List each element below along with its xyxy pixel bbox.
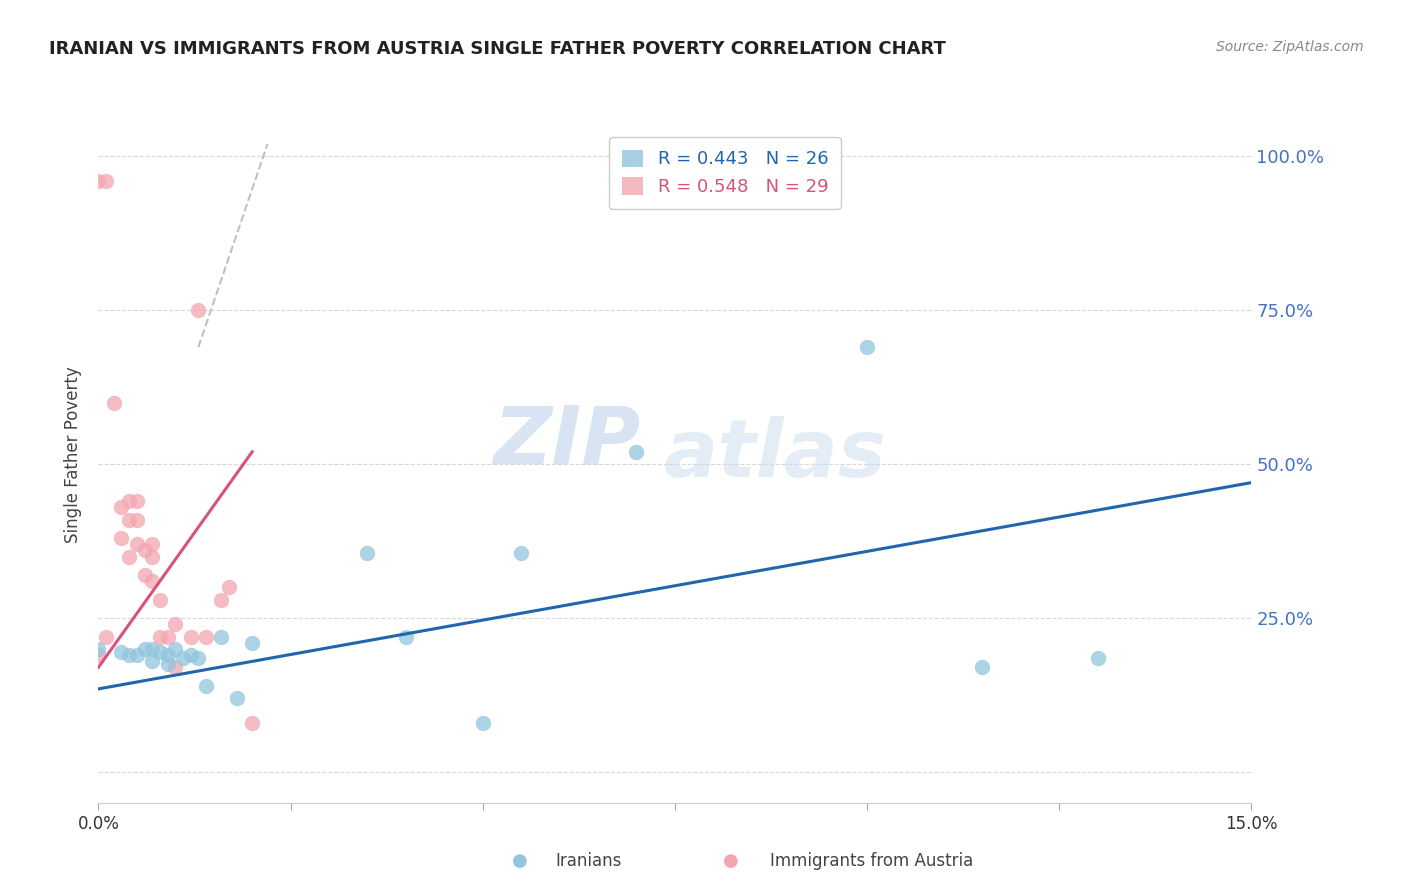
Point bbox=[510, 546, 533, 560]
Point bbox=[240, 636, 263, 650]
Point bbox=[165, 617, 187, 632]
Point bbox=[118, 512, 141, 526]
Point bbox=[134, 568, 156, 582]
Text: Immigrants from Austria: Immigrants from Austria bbox=[770, 852, 974, 870]
Point bbox=[187, 651, 209, 665]
Point bbox=[165, 660, 187, 674]
Point bbox=[149, 592, 172, 607]
Point bbox=[118, 648, 141, 662]
Point bbox=[125, 537, 148, 551]
Point bbox=[87, 174, 110, 188]
Point bbox=[103, 395, 125, 409]
Point bbox=[141, 537, 163, 551]
Point bbox=[141, 641, 163, 656]
Legend: R = 0.443   N = 26, R = 0.548   N = 29: R = 0.443 N = 26, R = 0.548 N = 29 bbox=[609, 137, 841, 209]
Text: ZIP: ZIP bbox=[494, 402, 640, 480]
Text: ●: ● bbox=[723, 852, 740, 870]
Point bbox=[94, 630, 117, 644]
Point bbox=[110, 531, 132, 545]
Point bbox=[110, 645, 132, 659]
Point bbox=[156, 630, 179, 644]
Point bbox=[87, 641, 110, 656]
Point bbox=[110, 500, 132, 515]
Point bbox=[395, 630, 418, 644]
Point bbox=[225, 691, 247, 706]
Point bbox=[471, 715, 494, 730]
Text: ●: ● bbox=[512, 852, 529, 870]
Point bbox=[240, 715, 263, 730]
Text: Iranians: Iranians bbox=[555, 852, 621, 870]
Text: IRANIAN VS IMMIGRANTS FROM AUSTRIA SINGLE FATHER POVERTY CORRELATION CHART: IRANIAN VS IMMIGRANTS FROM AUSTRIA SINGL… bbox=[49, 40, 946, 58]
Point bbox=[125, 648, 148, 662]
Point bbox=[972, 660, 994, 674]
Text: Source: ZipAtlas.com: Source: ZipAtlas.com bbox=[1216, 40, 1364, 54]
Point bbox=[218, 580, 240, 594]
Point bbox=[187, 303, 209, 318]
Point bbox=[356, 546, 378, 560]
Point bbox=[141, 549, 163, 564]
Point bbox=[172, 651, 194, 665]
Point bbox=[856, 340, 879, 354]
Point bbox=[94, 174, 117, 188]
Point bbox=[134, 543, 156, 558]
Point bbox=[180, 630, 202, 644]
Point bbox=[87, 648, 110, 662]
Point bbox=[195, 679, 218, 693]
Point bbox=[149, 645, 172, 659]
Point bbox=[149, 630, 172, 644]
Point bbox=[134, 641, 156, 656]
Point bbox=[141, 654, 163, 668]
Point bbox=[125, 512, 148, 526]
Point bbox=[209, 592, 232, 607]
Text: atlas: atlas bbox=[664, 416, 886, 494]
Point bbox=[118, 494, 141, 508]
Point bbox=[209, 630, 232, 644]
Point bbox=[118, 549, 141, 564]
Point bbox=[180, 648, 202, 662]
Point bbox=[1087, 651, 1109, 665]
Point bbox=[626, 445, 648, 459]
Point bbox=[195, 630, 218, 644]
Point bbox=[156, 648, 179, 662]
Point bbox=[165, 641, 187, 656]
Y-axis label: Single Father Poverty: Single Father Poverty bbox=[65, 367, 83, 543]
Point bbox=[141, 574, 163, 589]
Point bbox=[125, 494, 148, 508]
Point bbox=[156, 657, 179, 672]
